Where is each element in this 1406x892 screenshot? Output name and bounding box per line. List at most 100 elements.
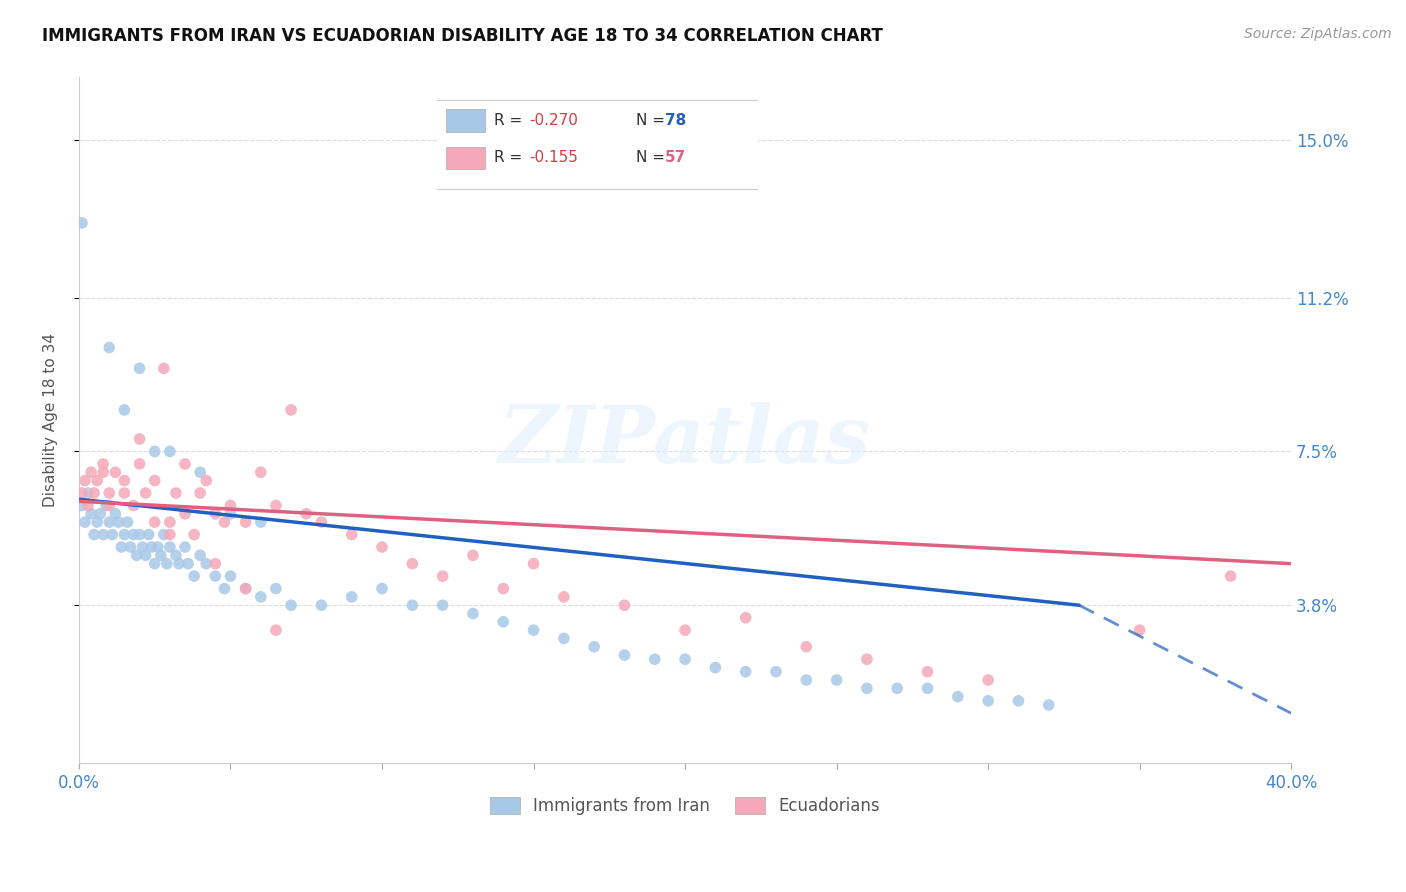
Point [977,673,1000,687]
Point [856,681,879,696]
Point [112,474,135,488]
Point [143,515,166,529]
Point [112,527,135,541]
Point [77,499,100,513]
Point [98,499,121,513]
Point [917,681,939,696]
Point [128,527,150,541]
Point [371,582,394,596]
Point [280,598,302,612]
Point [143,444,166,458]
Point [141,540,163,554]
Point [83,486,105,500]
Point [704,660,727,674]
Point [340,527,363,541]
Point [280,403,302,417]
Point [765,665,787,679]
Text: IMMIGRANTS FROM IRAN VS ECUADORIAN DISABILITY AGE 18 TO 34 CORRELATION CHART: IMMIGRANTS FROM IRAN VS ECUADORIAN DISAB… [42,27,883,45]
Point [401,598,423,612]
Point [70,216,93,230]
Point [159,527,181,541]
Point [174,457,197,471]
Point [235,582,257,596]
Point [128,361,150,376]
Point [204,507,226,521]
Point [174,540,197,554]
Point [98,486,121,500]
Legend: Immigrants from Iran, Ecuadorians: Immigrants from Iran, Ecuadorians [482,789,889,823]
Point [98,515,121,529]
Point [159,444,181,458]
Point [204,557,226,571]
Point [264,623,287,637]
Point [613,648,636,662]
Point [131,540,153,554]
Point [128,432,150,446]
Point [235,515,257,529]
Point [125,549,148,563]
Point [1038,698,1060,712]
Point [977,694,1000,708]
Point [89,507,111,521]
Point [149,549,172,563]
Point [311,515,333,529]
Point [249,465,271,479]
Point [159,515,181,529]
Point [401,557,423,571]
Point [91,465,114,479]
Point [188,486,211,500]
Point [183,527,205,541]
Point [91,457,114,471]
Point [167,557,190,571]
Point [195,557,218,571]
Point [101,527,124,541]
Point [917,665,939,679]
Point [165,549,187,563]
Point [183,569,205,583]
Point [107,515,129,529]
Point [946,690,969,704]
Point [112,403,135,417]
Point [522,623,544,637]
Point [794,673,817,687]
Point [120,540,142,554]
Point [553,632,575,646]
Text: ZIPatlas: ZIPatlas [499,402,872,480]
Point [644,652,666,666]
Point [204,569,226,583]
Point [235,582,257,596]
Point [117,515,139,529]
Point [295,507,318,521]
Point [195,474,218,488]
Point [73,515,96,529]
Point [165,486,187,500]
Point [214,582,236,596]
Point [188,549,211,563]
Point [70,486,93,500]
Point [80,507,103,521]
Point [311,598,333,612]
Point [98,341,121,355]
Point [249,515,271,529]
Point [96,499,118,513]
Point [340,590,363,604]
Point [138,527,160,541]
Point [522,557,544,571]
Point [174,507,197,521]
Point [794,640,817,654]
Point [734,665,756,679]
Point [583,640,606,654]
Point [264,499,287,513]
Point [734,610,756,624]
Point [112,486,135,500]
Point [219,569,242,583]
Point [886,681,908,696]
Point [86,515,108,529]
Point [135,549,157,563]
Point [553,590,575,604]
Point [673,652,696,666]
Point [432,598,454,612]
Point [70,499,93,513]
Point [432,569,454,583]
Point [110,540,132,554]
